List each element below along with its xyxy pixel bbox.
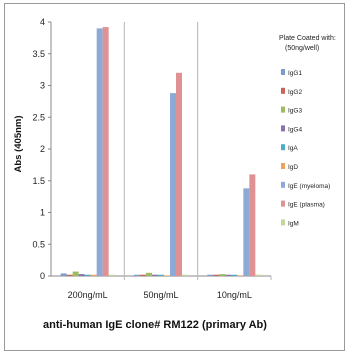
legend-item-label: IgE (plasma) <box>288 202 325 209</box>
bar <box>219 274 226 276</box>
legend-item-label: IgG3 <box>288 108 302 115</box>
legend-swatch <box>281 69 285 75</box>
bar <box>134 274 140 276</box>
bar <box>96 28 103 276</box>
x-tick-label: 50ng/mL <box>143 290 178 300</box>
legend-item-label: IgA <box>288 145 298 152</box>
legend-swatch <box>281 125 285 132</box>
bar <box>182 274 188 276</box>
legend: Plate Coated with: (50ng/well) IgG1 IgG2 IgG… <box>279 35 336 227</box>
bar <box>84 274 91 276</box>
y-tick-label: 1 <box>40 208 45 218</box>
legend-swatch <box>281 87 285 94</box>
legend-title: (50ng/well) <box>285 45 319 52</box>
y-axis-ticks: 0 0.5 1 1.5 2 2.5 3 3.5 4 <box>32 17 51 281</box>
bar <box>207 274 214 276</box>
legend-swatch <box>281 163 285 169</box>
bar <box>237 275 244 276</box>
chart-frame: 0 0.5 1 1.5 2 2.5 3 3.5 4 200ng/mL 50ng/mL 10ng/mL… <box>4 3 345 351</box>
bar <box>78 274 85 276</box>
bar <box>225 274 232 276</box>
bar <box>249 174 256 276</box>
bar <box>158 274 164 276</box>
bar <box>108 274 115 276</box>
y-tick-label: 1.5 <box>32 176 45 186</box>
bar <box>90 274 97 276</box>
legend-item-label: IgG2 <box>288 89 302 96</box>
legend-swatch <box>281 144 285 151</box>
legend-item-label: IgD <box>288 164 298 171</box>
y-tick-label: 2 <box>40 144 45 154</box>
bar <box>255 274 262 276</box>
legend-item-label: IgG4 <box>288 126 302 133</box>
bar <box>231 274 238 276</box>
bar <box>66 274 73 276</box>
bar <box>152 274 158 276</box>
y-tick-label: 0.5 <box>32 239 45 249</box>
bar <box>243 188 250 276</box>
y-tick-label: 0 <box>40 271 45 281</box>
bar <box>213 274 220 276</box>
legend-swatch <box>281 200 285 207</box>
y-tick-label: 3.5 <box>32 49 45 59</box>
bar <box>72 271 79 276</box>
y-tick-label: 3 <box>40 81 45 91</box>
legend-swatch <box>281 106 285 113</box>
legend-swatch <box>281 181 285 188</box>
bar <box>146 272 152 276</box>
legend-swatch <box>281 219 285 226</box>
bar <box>170 93 176 277</box>
bar <box>176 72 182 276</box>
legend-item-label: IgE (myeloma) <box>288 183 330 190</box>
x-axis-label: anti-human IgE clone# RM122 (primary Ab) <box>43 319 267 331</box>
x-tick-label: 200ng/mL <box>68 290 108 300</box>
bar-chart: 0 0.5 1 1.5 2 2.5 3 3.5 4 200ng/mL 50ng/mL 10ng/mL… <box>13 17 336 331</box>
bar <box>60 273 67 276</box>
bar <box>140 274 146 276</box>
y-tick-label: 4 <box>40 17 45 27</box>
legend-item-label: IgM <box>288 220 299 227</box>
legend-item-label: IgG1 <box>288 70 302 77</box>
bar <box>102 27 109 276</box>
x-tick-label: 10ng/mL <box>217 290 252 300</box>
legend-title: Plate Coated with: <box>279 35 336 42</box>
plot-area <box>50 22 272 280</box>
bar <box>164 275 170 276</box>
y-axis-label: Abs (405nm) <box>13 115 24 172</box>
x-axis-ticks: 200ng/mL 50ng/mL 10ng/mL <box>68 290 252 300</box>
y-tick-label: 2.5 <box>32 112 45 122</box>
